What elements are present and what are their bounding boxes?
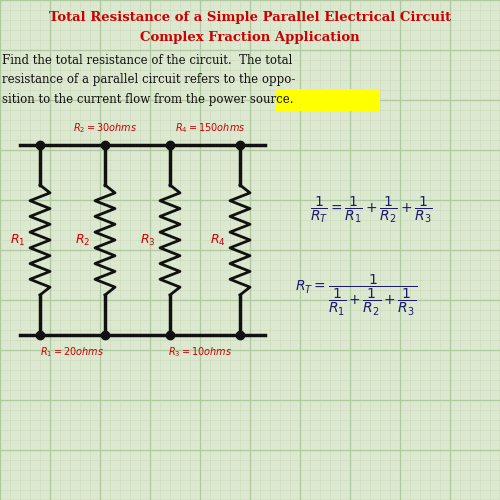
Text: $R_2$: $R_2$ — [76, 232, 90, 248]
Text: $R_1 = 20ohms$: $R_1 = 20ohms$ — [40, 345, 104, 359]
Text: $R_3 = 10ohms$: $R_3 = 10ohms$ — [168, 345, 232, 359]
Text: sition to the current flow from the power source.: sition to the current flow from the powe… — [2, 94, 294, 106]
Text: $R_4$: $R_4$ — [210, 232, 226, 248]
Text: Total Resistance of a Simple Parallel Electrical Circuit: Total Resistance of a Simple Parallel El… — [49, 12, 451, 24]
Text: $R_T = \dfrac{1}{\dfrac{1}{R_1}+\dfrac{1}{R_2}+\dfrac{1}{R_3}}$: $R_T = \dfrac{1}{\dfrac{1}{R_1}+\dfrac{1… — [295, 272, 418, 318]
Text: Find the total resistance of the circuit.  The total: Find the total resistance of the circuit… — [2, 54, 292, 66]
Text: resistance of a parallel circuit refers to the oppo-: resistance of a parallel circuit refers … — [2, 74, 296, 86]
FancyBboxPatch shape — [275, 89, 380, 111]
Text: $R_1$: $R_1$ — [10, 232, 26, 248]
Text: Complex Fraction Application: Complex Fraction Application — [140, 32, 360, 44]
Text: $R_2 = 30ohms$: $R_2 = 30ohms$ — [73, 121, 137, 135]
Text: $R_3$: $R_3$ — [140, 232, 156, 248]
Text: $R_4 = 150ohms$: $R_4 = 150ohms$ — [174, 121, 246, 135]
Text: $\dfrac{1}{R_T} = \dfrac{1}{R_1} + \dfrac{1}{R_2} + \dfrac{1}{R_3}$: $\dfrac{1}{R_T} = \dfrac{1}{R_1} + \dfra… — [310, 194, 433, 226]
